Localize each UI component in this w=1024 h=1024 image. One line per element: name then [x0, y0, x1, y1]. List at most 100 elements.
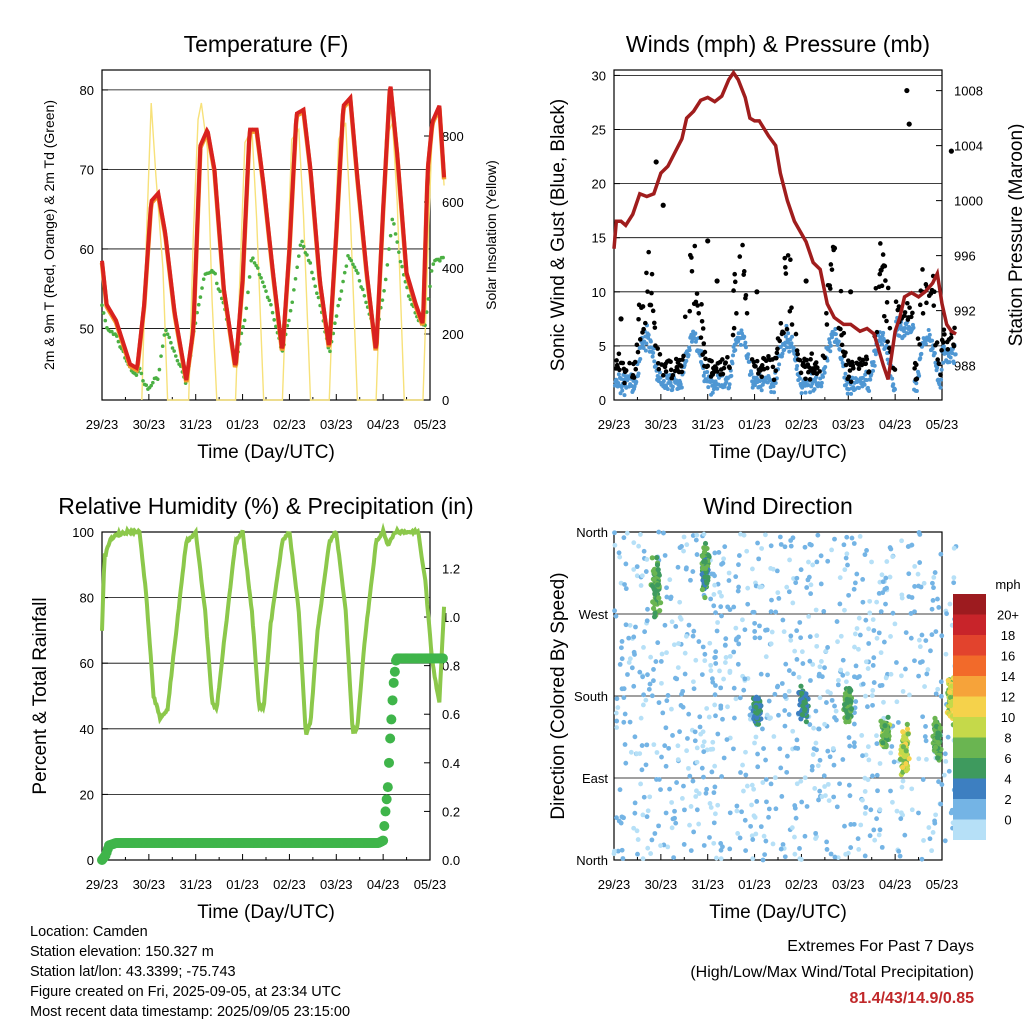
direction-point [621, 815, 626, 821]
wind-speed-point [795, 363, 800, 368]
wind-speed-point [736, 331, 741, 336]
direction-point [835, 682, 841, 688]
location-text: Location: Camden [30, 924, 148, 940]
direction-point [682, 650, 688, 656]
dewpoint-point [385, 263, 390, 267]
y2-tick-label: 600 [442, 195, 464, 210]
direction-point [641, 692, 647, 698]
dewpoint-point [400, 264, 404, 269]
wind-speed-point [636, 371, 641, 376]
legend-swatch [953, 655, 986, 676]
gust-point [774, 355, 779, 361]
legend-title: mph [995, 577, 1020, 592]
direction-point [701, 531, 707, 537]
direction-point [806, 614, 812, 619]
direction-point [815, 532, 821, 538]
direction-point [650, 568, 656, 574]
direction-point [869, 693, 875, 698]
wind-speed-point [822, 370, 827, 375]
wind-speed-point [812, 387, 817, 392]
direction-point [651, 742, 657, 748]
y-tick-label: South [574, 689, 608, 704]
direction-point [772, 775, 778, 781]
legend-swatch [953, 635, 986, 656]
direction-point [841, 542, 847, 548]
direction-point [680, 704, 686, 710]
dewpoint-point [311, 276, 316, 281]
gust-peak-point [803, 278, 809, 284]
gust-point [632, 359, 638, 365]
dewpoint-point [408, 297, 413, 302]
direction-point [870, 663, 876, 668]
dewpoint-point [213, 271, 217, 276]
direction-point [788, 633, 794, 639]
direction-point [782, 692, 788, 698]
direction-point [774, 568, 780, 574]
x-tick-label: 02/23 [273, 877, 306, 892]
direction-point [790, 728, 796, 734]
dewpoint-point [438, 259, 442, 263]
gust-point [737, 254, 743, 259]
direction-point [664, 650, 669, 656]
direction-point [852, 744, 857, 749]
direction-point [656, 529, 662, 535]
direction-point [726, 570, 732, 576]
direction-point [838, 633, 844, 639]
direction-point [921, 580, 927, 586]
x-tick-label: 05/23 [414, 417, 447, 432]
x-tick-label: 04/23 [367, 877, 400, 892]
gust-point [627, 360, 632, 366]
direction-point [711, 840, 717, 846]
direction-point [624, 530, 630, 536]
direction-point [651, 678, 656, 684]
wind-speed-point [778, 344, 783, 349]
direction-point [894, 660, 899, 665]
wind-speed-point [743, 345, 748, 350]
wind-speed-point [871, 359, 876, 364]
dewpoint-point [242, 318, 247, 323]
direction-point [627, 719, 633, 725]
direction-point [894, 808, 900, 814]
direction-point [912, 584, 917, 589]
direction-point [721, 556, 727, 562]
direction-point [673, 820, 679, 826]
wind-speed-point [856, 385, 861, 390]
wind-speed-point [634, 379, 639, 384]
direction-point [731, 746, 736, 752]
direction-point [788, 637, 794, 643]
direction-point [613, 710, 619, 716]
direction-point [696, 639, 702, 644]
direction-point [789, 825, 795, 831]
direction-point [617, 554, 623, 560]
gust-peak-point [660, 202, 666, 208]
direction-point [932, 744, 939, 750]
gust-point [723, 360, 729, 365]
gust-point [720, 371, 726, 377]
direction-point [615, 705, 621, 710]
direction-point [877, 827, 883, 833]
wind-speed-point [917, 373, 922, 378]
direction-point [710, 739, 716, 745]
direction-point [712, 702, 718, 708]
direction-point [784, 584, 790, 590]
wind-speed-point [658, 375, 663, 380]
direction-point [739, 809, 744, 815]
direction-point [619, 686, 625, 692]
direction-point [866, 641, 872, 646]
gust-point [650, 308, 656, 314]
direction-point [710, 679, 716, 685]
direction-point [637, 532, 643, 537]
direction-point [658, 843, 663, 848]
gust-point [646, 249, 651, 255]
direction-point [742, 627, 748, 633]
direction-point [699, 586, 706, 593]
wind-speed-point [689, 332, 694, 337]
direction-point [751, 609, 757, 615]
dewpoint-point [290, 300, 295, 305]
direction-point [614, 696, 620, 702]
legend-label: 0 [1004, 813, 1011, 828]
legend-label: 8 [1004, 731, 1011, 746]
x-tick-label: 03/23 [832, 417, 865, 432]
direction-point [857, 533, 863, 539]
direction-point [788, 543, 794, 549]
